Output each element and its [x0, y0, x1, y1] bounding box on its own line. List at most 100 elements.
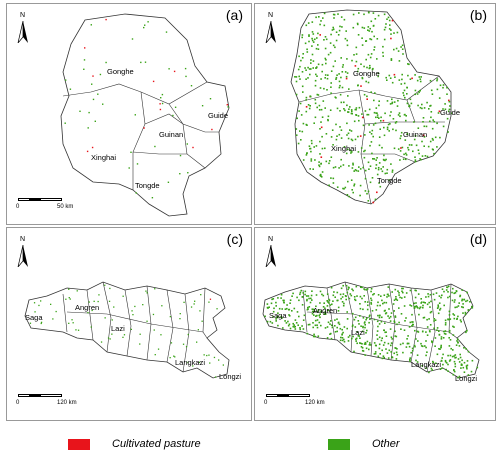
sample-point [299, 65, 301, 68]
sample-point [430, 367, 433, 370]
sample-point [425, 367, 427, 369]
sample-point [369, 27, 371, 30]
sample-point [426, 303, 429, 306]
sample-point [442, 353, 444, 356]
sample-point [87, 312, 89, 314]
map-a [60, 13, 230, 217]
sample-point [140, 61, 142, 64]
sample-point [315, 16, 317, 19]
sample-point [312, 33, 315, 35]
sample-point [376, 304, 379, 307]
sample-point [388, 349, 391, 352]
sample-point [382, 158, 385, 161]
sample-point [308, 34, 310, 36]
sample-point [330, 324, 333, 327]
sample-point [457, 376, 459, 379]
sample-point [319, 23, 321, 26]
sample-point [337, 306, 340, 309]
sample-point [317, 32, 319, 35]
sample-point [394, 122, 397, 124]
sample-point [335, 39, 338, 42]
sample-point [432, 293, 435, 296]
sample-point [416, 330, 419, 333]
sample-point [313, 335, 315, 337]
sample-point [443, 290, 445, 293]
sample-point [456, 318, 458, 320]
sample-point [376, 320, 379, 323]
sample-point [199, 310, 201, 312]
panel-a: (a) N Gonghe Guide Guinan Xinghai Tongde… [6, 3, 252, 225]
sample-point [389, 77, 392, 79]
sample-point [439, 368, 442, 370]
sample-point [363, 288, 365, 290]
sample-point [417, 104, 419, 107]
sample-point [328, 160, 331, 162]
sample-point [357, 70, 359, 73]
sample-point [179, 154, 182, 157]
sample-point [367, 81, 370, 84]
sample-point [340, 129, 343, 131]
sample-point [462, 366, 465, 369]
sample-point [463, 347, 465, 349]
sample-point [318, 314, 320, 317]
sample-point [105, 18, 107, 21]
sample-point [91, 309, 93, 312]
sample-point [339, 25, 341, 28]
sample-point [354, 316, 357, 319]
sample-point [90, 326, 92, 328]
sample-point [426, 326, 429, 328]
sample-point [324, 36, 327, 38]
sample-point [64, 122, 66, 124]
sample-point [416, 306, 418, 308]
sample-point [440, 338, 443, 340]
sample-point [469, 301, 471, 303]
sample-point [311, 21, 314, 23]
sample-point [402, 158, 405, 160]
sample-point [318, 321, 321, 324]
sample-point [413, 344, 416, 347]
sample-point [412, 321, 414, 323]
sample-point [308, 40, 310, 43]
sample-point [92, 98, 95, 101]
sample-point [297, 324, 299, 326]
sample-point [370, 141, 373, 143]
sample-point [414, 159, 417, 161]
sample-point [355, 53, 358, 55]
sample-point [409, 289, 412, 292]
sample-point [418, 307, 421, 310]
sample-point [407, 342, 410, 345]
sample-point [422, 304, 424, 307]
sample-point [361, 297, 363, 300]
sample-point [345, 284, 348, 287]
sample-point [418, 152, 420, 155]
sample-point [354, 108, 357, 111]
sample-point [365, 80, 367, 83]
sample-point [414, 74, 416, 76]
scale-bar-a: 0 50 km [15, 198, 125, 216]
sample-point [444, 360, 447, 363]
sample-point [427, 145, 430, 148]
sample-point [397, 50, 400, 52]
sample-point [190, 85, 193, 87]
sample-point [302, 122, 305, 125]
sample-point [452, 373, 455, 376]
sample-point [372, 12, 375, 14]
sample-point [401, 73, 403, 76]
sample-point [346, 311, 348, 313]
sample-point [423, 136, 426, 138]
sample-point [293, 307, 296, 310]
sample-point [352, 26, 355, 29]
sample-point [312, 60, 315, 62]
sample-point [362, 325, 364, 328]
sample-point [423, 125, 426, 128]
sample-point [414, 93, 416, 96]
sample-point [433, 320, 435, 322]
sample-point [346, 122, 348, 125]
sample-point [300, 114, 303, 116]
sample-point [393, 48, 395, 51]
sample-point [111, 319, 113, 321]
sample-point [390, 58, 393, 60]
sample-point [336, 186, 339, 188]
sample-point [305, 78, 307, 80]
sample-point [311, 308, 314, 310]
